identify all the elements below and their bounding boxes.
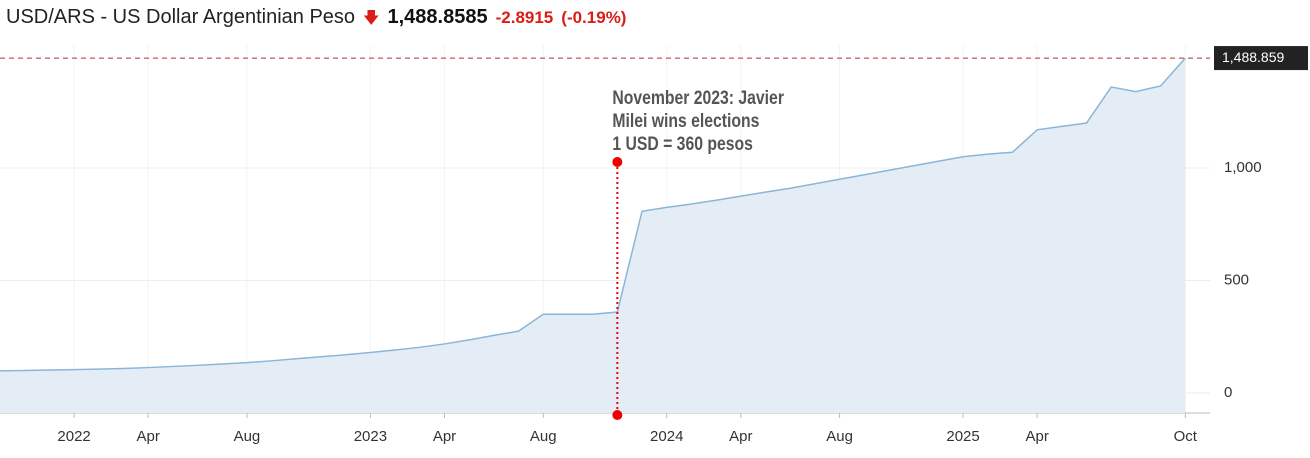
price: 1,488.8585 bbox=[387, 6, 488, 28]
change: -2.8915 bbox=[495, 8, 554, 27]
x-tick-label: Apr bbox=[729, 428, 752, 445]
x-tick-label: Aug bbox=[234, 428, 261, 445]
area-line bbox=[0, 57, 1186, 372]
x-tick-label: Oct bbox=[1174, 428, 1198, 445]
y-tick-label: 500 bbox=[1224, 271, 1249, 288]
header: USD/ARS - US Dollar Argentinian Peso 🡇 1… bbox=[6, 6, 626, 34]
last-value-box bbox=[1214, 46, 1308, 71]
annotation-text: November 2023: Javier bbox=[612, 87, 784, 109]
y-tick-label: 0 bbox=[1224, 384, 1232, 401]
x-tick-label: Apr bbox=[136, 428, 159, 445]
x-tick-label: Aug bbox=[826, 428, 853, 445]
y-tick-label: 1,000 bbox=[1224, 159, 1262, 176]
change-pct: (-0.19%) bbox=[561, 8, 627, 27]
area-fill bbox=[0, 58, 1186, 413]
x-tick-label: 2025 bbox=[946, 428, 979, 445]
x-tick-label: Aug bbox=[530, 428, 557, 445]
x-tick-label: Apr bbox=[1025, 428, 1048, 445]
x-tick-label: 2024 bbox=[650, 428, 683, 445]
x-tick-label: 2023 bbox=[354, 428, 387, 445]
x-tick-label: Apr bbox=[433, 428, 456, 445]
annotation-dot bbox=[612, 157, 623, 167]
title: USD/ARS - US Dollar Argentinian Peso bbox=[6, 6, 356, 28]
annotation-dot bbox=[612, 410, 623, 420]
x-tick-label: 2022 bbox=[57, 428, 90, 445]
down-arrow: 🡇 bbox=[363, 10, 380, 27]
annotation-text: 1 USD = 360 pesos bbox=[612, 133, 753, 155]
annotation-text: Milei wins elections bbox=[612, 110, 759, 132]
last-value-label: 1,488.859 bbox=[1222, 49, 1284, 65]
